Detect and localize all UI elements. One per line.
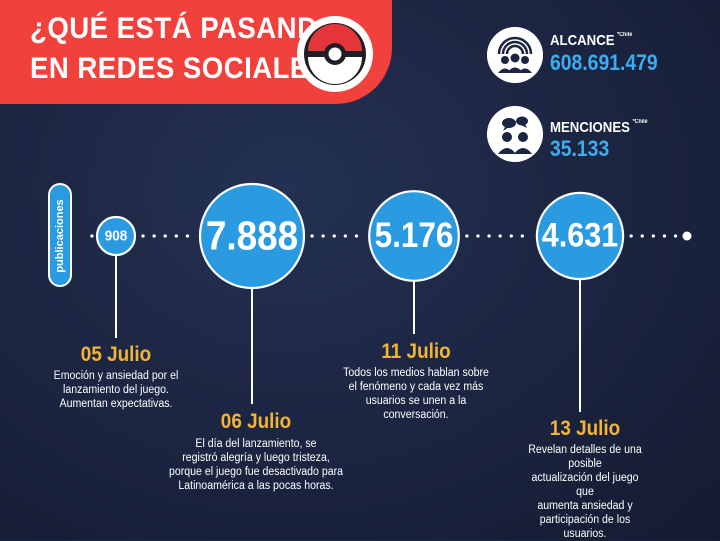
audience-icon	[487, 27, 543, 83]
bubble-3	[535, 191, 625, 281]
pokeball-icon	[297, 16, 373, 92]
mentions-label: MENCIONES *Chile	[550, 119, 648, 136]
mentions-value: 35.133	[550, 136, 610, 161]
axis-end-dot	[682, 231, 692, 241]
bubble-value-0: 908	[104, 227, 128, 245]
annotation-text-3: Revelan detalles de una posible actualiz…	[528, 444, 642, 540]
reach-label: ALCANCE *Chile	[550, 32, 633, 49]
bubble-1	[198, 182, 306, 290]
date-label-1: 06 Julio	[220, 410, 292, 433]
bubble-2	[368, 190, 460, 282]
annotation-text-2: Todos los medios hablan sobre el fenómen…	[343, 367, 489, 421]
date-label-3: 13 Julio	[549, 417, 621, 440]
reach-value: 608.691.479	[550, 50, 658, 75]
bubble-value-3: 4.631	[541, 216, 619, 255]
people-chat-icon	[487, 106, 543, 162]
title-banner: ¿QUÉ ESTÁ PASANDO EN REDES SOCIALES?	[0, 0, 392, 104]
annotation-text-1: El día del lanzamiento, se registró aleg…	[168, 438, 344, 492]
bubble-0	[95, 215, 137, 257]
page-title-line1: ¿QUÉ ESTÁ PASANDO	[30, 12, 340, 45]
axis-label-pill	[48, 183, 72, 287]
bubble-value-1: 7.888	[205, 212, 299, 259]
bubble-value-2: 5.176	[374, 216, 454, 255]
date-label-0: 05 Julio	[80, 343, 152, 366]
date-label-2: 11 Julio	[381, 340, 451, 363]
annotation-text-0: Emoción y ansiedad por el lanzamiento de…	[53, 370, 179, 410]
page-title-line2: EN REDES SOCIALES?	[30, 52, 345, 85]
